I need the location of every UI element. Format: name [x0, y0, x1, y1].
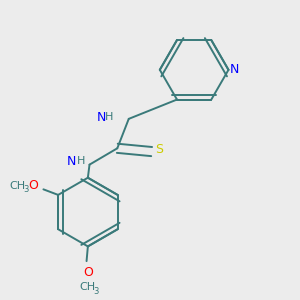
Text: CH: CH: [10, 181, 26, 191]
Text: 3: 3: [93, 287, 99, 296]
Text: N: N: [96, 111, 106, 124]
Text: N: N: [67, 155, 76, 168]
Text: 3: 3: [23, 185, 28, 194]
Text: N: N: [230, 63, 239, 76]
Text: O: O: [29, 178, 38, 192]
Text: H: H: [77, 156, 86, 166]
Text: O: O: [83, 266, 93, 279]
Text: CH: CH: [80, 282, 96, 292]
Text: S: S: [155, 143, 163, 156]
Text: H: H: [105, 112, 113, 122]
